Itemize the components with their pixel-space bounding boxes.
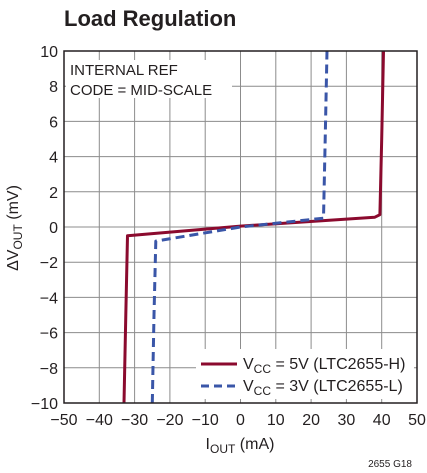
legend: VCC = 5V (LTC2655-H) VCC = 3V (LTC2655-L…: [196, 349, 414, 399]
y-tick-label: −2: [40, 255, 58, 272]
x-tick-label: 20: [302, 412, 320, 429]
legend-label-3v: VCC = 3V (LTC2655-L): [243, 378, 403, 398]
y-tick-label: 6: [49, 114, 58, 131]
y-tick-labels: −10 −8 −6 −4 −2 0 2 4 6 8 10: [31, 44, 58, 413]
plot-frame: [63, 50, 418, 404]
legend-label-5v: VCC = 5V (LTC2655-H): [243, 356, 405, 376]
x-tick-label: −40: [86, 412, 113, 429]
annotation: INTERNAL REF CODE = MID-SCALE: [66, 60, 232, 99]
y-tick-label: −6: [40, 326, 58, 343]
x-tick-label: 0: [236, 412, 245, 429]
x-tick-label: 50: [408, 412, 426, 429]
y-axis-label: ΔVOUT (mV): [5, 185, 25, 271]
series-line-0: [122, 50, 385, 404]
chart-title: Load Regulation: [64, 6, 236, 31]
annotation-line-1: INTERNAL REF: [70, 62, 178, 79]
x-tick-label: −10: [192, 412, 219, 429]
y-tick-label: 0: [49, 220, 58, 237]
annotation-line-2: CODE = MID-SCALE: [70, 82, 212, 99]
y-tick-label: −8: [40, 361, 58, 378]
y-tick-label: 10: [40, 44, 58, 61]
series-line-1: [150, 50, 329, 404]
legend-background: [196, 349, 414, 399]
y-tick-label: −10: [31, 396, 58, 413]
y-tick-label: 2: [49, 185, 58, 202]
x-tick-labels: −50 −40 −30 −20 −10 0 10 20 30 40 50: [50, 412, 426, 429]
x-tick-label: 40: [373, 412, 391, 429]
x-tick-label: 30: [338, 412, 356, 429]
x-tick-label: 10: [267, 412, 285, 429]
figure-id: 2655 G18: [368, 459, 412, 470]
y-tick-label: 8: [49, 79, 58, 96]
y-tick-label: 4: [49, 150, 58, 167]
x-tick-label: −30: [121, 412, 148, 429]
annotation-background: [66, 60, 232, 98]
series-layer: [122, 50, 385, 404]
x-tick-label: −50: [50, 412, 77, 429]
y-tick-label: −4: [40, 290, 58, 307]
x-tick-label: −20: [156, 412, 183, 429]
x-axis-label: IOUT (mA): [206, 436, 275, 456]
